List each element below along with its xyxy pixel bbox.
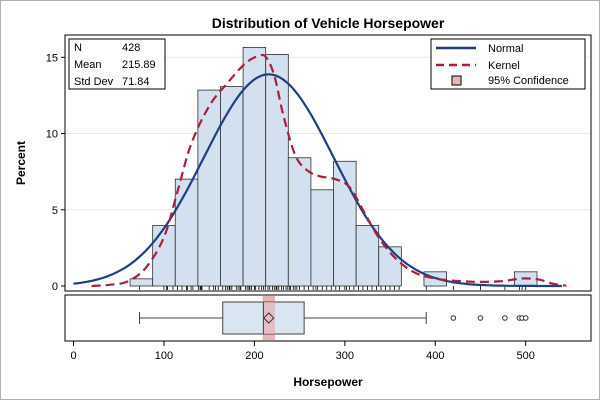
histogram-bar bbox=[242, 46, 267, 287]
stat-value-std-dev: 71.84 bbox=[122, 76, 150, 88]
histogram-bar bbox=[355, 225, 380, 287]
x-axis: 0 100 200 300 400 500 bbox=[70, 341, 535, 362]
y-axis-title: Percent bbox=[14, 141, 28, 185]
x-tick-label: 300 bbox=[336, 350, 354, 362]
density-curves bbox=[73, 53, 567, 288]
boxplot bbox=[139, 296, 529, 340]
x-tick-label: 200 bbox=[245, 350, 263, 362]
histogram-bar bbox=[378, 246, 402, 287]
normal-curve bbox=[73, 73, 562, 288]
y-tick-label: 0 bbox=[52, 281, 58, 293]
mean-marker bbox=[263, 312, 275, 324]
x-tick-label: 100 bbox=[155, 350, 173, 362]
stats-table: N 428 Mean 215.89 Std Dev 71.84 bbox=[68, 38, 166, 90]
x-tick-label: 500 bbox=[517, 350, 535, 362]
outlier-point bbox=[522, 315, 529, 321]
x-axis-title: Horsepower bbox=[293, 375, 363, 389]
histogram-bar bbox=[310, 189, 334, 287]
x-tick-label: 0 bbox=[70, 350, 76, 362]
stats-table-border bbox=[68, 38, 166, 90]
histogram-bar bbox=[265, 53, 289, 287]
kernel-curve bbox=[91, 53, 567, 288]
histogram-bar bbox=[152, 225, 176, 287]
x-tick-label: 400 bbox=[426, 350, 444, 362]
y-tick-label: 10 bbox=[46, 129, 58, 141]
chart-title: Distribution of Vehicle Horsepower bbox=[212, 15, 445, 31]
legend-confidence-swatch bbox=[451, 75, 462, 86]
stat-value-mean: 215.89 bbox=[122, 59, 156, 71]
legend-normal-label: Normal bbox=[488, 43, 523, 55]
histogram-bar bbox=[174, 178, 199, 287]
histogram-bar bbox=[220, 86, 244, 287]
outlier-point bbox=[502, 315, 508, 321]
legend-kernel-label: Kernel bbox=[488, 60, 520, 72]
stat-label-std-dev: Std Dev bbox=[74, 76, 114, 88]
outlier-point bbox=[477, 315, 484, 321]
rug-plot bbox=[139, 286, 527, 290]
y-axis: 0 5 10 15 bbox=[46, 52, 65, 293]
stat-value-n: 428 bbox=[122, 42, 140, 54]
confidence-overlay bbox=[262, 302, 275, 334]
y-tick-label: 15 bbox=[46, 52, 58, 64]
legend-confidence-label: 95% Confidence bbox=[488, 75, 569, 87]
histogram-bar bbox=[287, 157, 312, 287]
histogram-bar bbox=[129, 278, 154, 287]
stat-label-mean: Mean bbox=[74, 59, 102, 71]
outlier-point bbox=[450, 315, 457, 321]
legend: Normal Kernel 95% Confidence bbox=[430, 38, 586, 90]
stat-label-n: N bbox=[74, 42, 82, 54]
y-tick-label: 5 bbox=[52, 205, 58, 217]
histogram-bars bbox=[129, 46, 538, 287]
